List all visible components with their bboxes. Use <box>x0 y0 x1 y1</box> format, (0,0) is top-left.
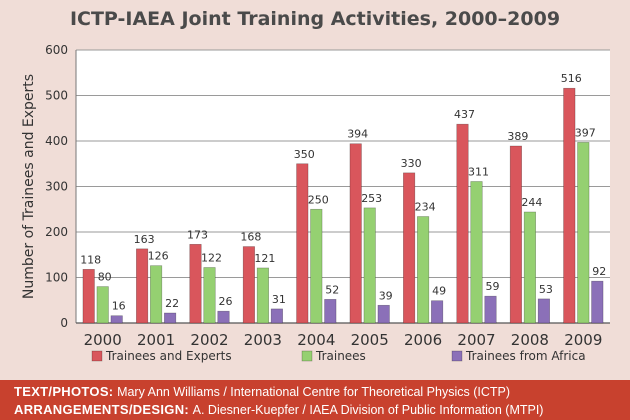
bar <box>82 269 95 324</box>
bar <box>431 300 444 324</box>
bar <box>217 310 230 324</box>
bar <box>189 243 202 324</box>
x-tick-label: 2002 <box>190 331 228 349</box>
x-tick-label: 2007 <box>457 331 495 349</box>
x-tick-label: 2005 <box>351 331 389 349</box>
text-photos-credit: TEXT/PHOTOS: Mary Ann Williams / Interna… <box>14 383 622 401</box>
bar <box>523 211 536 324</box>
bar <box>403 172 416 324</box>
bar <box>110 315 123 324</box>
y-tick-label: 500 <box>45 89 68 103</box>
x-tick-label: 2009 <box>564 331 602 349</box>
design-credit: ARRANGEMENTS/DESIGN: A. Diesner-Kuepfer … <box>14 401 622 419</box>
data-label: 22 <box>165 297 179 310</box>
chart-title: ICTP-IAEA Joint Training Activities, 200… <box>69 8 561 30</box>
data-label: 92 <box>592 265 606 278</box>
data-label: 122 <box>201 251 222 264</box>
bar <box>509 145 522 324</box>
data-label: 330 <box>401 157 422 170</box>
legend-swatch <box>301 350 313 362</box>
bar <box>484 295 497 324</box>
design-value: A. Diesner-Kuepfer / IAEA Division of Pu… <box>192 403 544 417</box>
data-label: 163 <box>134 233 155 246</box>
bar <box>591 280 604 324</box>
x-tick-label: 2001 <box>137 331 175 349</box>
data-label: 53 <box>539 283 553 296</box>
data-label: 168 <box>240 231 261 244</box>
data-label: 80 <box>98 271 112 284</box>
bar <box>417 216 430 324</box>
data-label: 59 <box>486 280 500 293</box>
data-label: 234 <box>415 201 436 214</box>
bar <box>563 87 576 324</box>
data-label: 26 <box>219 295 233 308</box>
y-axis-label: Number of Trainees and Experts <box>21 74 37 299</box>
bar <box>150 265 163 324</box>
bar <box>242 246 255 324</box>
data-label: 397 <box>575 126 596 139</box>
data-label: 350 <box>294 148 315 161</box>
data-label: 389 <box>507 130 528 143</box>
bar <box>349 143 362 324</box>
legend-label: Trainees from Africa <box>465 349 586 363</box>
data-label: 31 <box>272 293 286 306</box>
legend-swatch <box>451 350 463 362</box>
data-label: 121 <box>254 252 275 265</box>
x-tick-label: 2006 <box>404 331 442 349</box>
y-tick-label: 300 <box>45 180 68 194</box>
x-tick-label: 2008 <box>511 331 549 349</box>
data-label: 118 <box>80 253 101 266</box>
data-label: 244 <box>521 196 542 209</box>
bar <box>310 208 323 324</box>
x-tick-label: 2003 <box>244 331 282 349</box>
x-tick-label: 2000 <box>84 331 122 349</box>
design-label: ARRANGEMENTS/DESIGN: <box>14 402 190 417</box>
bar <box>537 298 550 324</box>
legend-label: Trainees and Experts <box>105 349 232 363</box>
data-label: 516 <box>561 72 582 85</box>
bar <box>270 308 283 324</box>
data-label: 126 <box>148 250 169 263</box>
bar <box>363 207 376 324</box>
legend-label: Trainees <box>315 349 366 363</box>
y-tick-label: 200 <box>45 225 68 239</box>
bar <box>164 312 177 324</box>
bar <box>256 267 269 324</box>
data-label: 39 <box>379 289 393 302</box>
bar <box>96 286 109 324</box>
y-tick-label: 400 <box>45 134 68 148</box>
data-label: 173 <box>187 228 208 241</box>
bar <box>456 123 469 324</box>
bar <box>136 248 149 324</box>
y-tick-label: 600 <box>45 43 68 57</box>
bar <box>296 163 309 324</box>
bar-chart: 0 100 200 300 400 500 600 Number of Trainees an… <box>21 43 610 363</box>
bar <box>324 299 337 324</box>
bar <box>203 267 216 324</box>
y-tick-label: 0 <box>60 316 68 330</box>
data-label: 311 <box>468 165 489 178</box>
bar <box>577 142 590 324</box>
text-photos-label: TEXT/PHOTOS: <box>14 384 114 399</box>
data-label: 253 <box>361 192 382 205</box>
y-tick-label: 100 <box>45 271 68 285</box>
legend-swatch <box>91 350 103 362</box>
bar <box>470 181 483 324</box>
text-photos-value: Mary Ann Williams / International Centre… <box>117 385 511 399</box>
data-label: 437 <box>454 108 475 121</box>
data-label: 394 <box>347 128 368 141</box>
bar <box>377 304 390 324</box>
x-tick-label: 2004 <box>297 331 335 349</box>
data-label: 250 <box>308 193 329 206</box>
data-label: 49 <box>432 285 446 298</box>
data-label: 16 <box>112 300 126 313</box>
credits-footer: TEXT/PHOTOS: Mary Ann Williams / Interna… <box>0 380 630 420</box>
data-label: 52 <box>325 283 339 296</box>
